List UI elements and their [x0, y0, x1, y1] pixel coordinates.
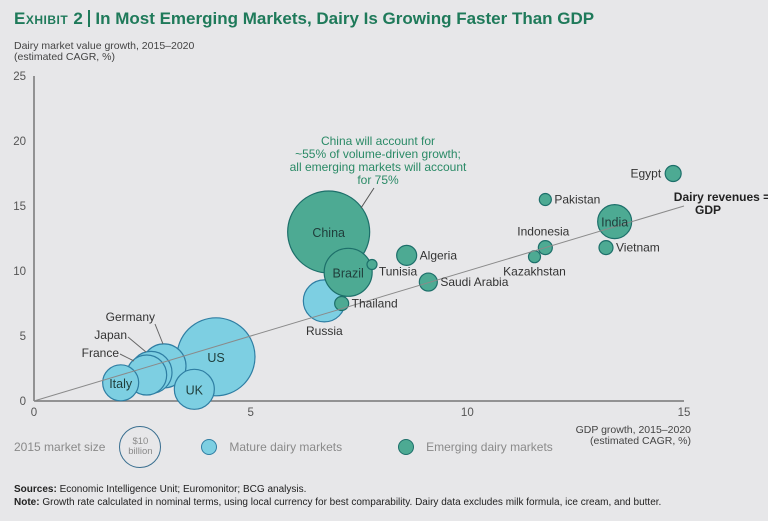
bubble-saudi-arabia: [418, 272, 438, 292]
bubble-egypt: [664, 164, 682, 183]
legend-size-unit: billion: [128, 446, 153, 457]
bubble-label-russia: Russia: [306, 324, 343, 338]
x-tick-label: 0: [31, 407, 37, 419]
annotation-line: ~55% of volume-driven growth;: [295, 147, 461, 161]
axes: 0 5 10 15 20 25 0 5 10 15: [13, 71, 690, 419]
y-tick-label: 5: [20, 331, 26, 343]
leader-line: [154, 323, 164, 345]
bubble-label-italy: Italy: [109, 377, 133, 391]
bubble-label-uk: UK: [186, 383, 204, 397]
y-tick-label: 15: [13, 201, 26, 213]
leader-line: [119, 353, 135, 362]
legend-size-label: 2015 market size: [14, 440, 106, 454]
bubbles: [102, 164, 682, 410]
bubble-label-france: France: [82, 346, 120, 360]
bubble-label-us: US: [207, 351, 224, 365]
bubble-label-kazakhstan: Kazakhstan: [503, 265, 566, 279]
sources-text: Economic Intelligence Unit; Euromonitor;…: [56, 484, 307, 495]
china-annotation: China will account for~55% of volume-dri…: [290, 134, 467, 209]
bubble-label-pakistan: Pakistan: [554, 193, 600, 207]
exhibit-title: Exhibit 2 In Most Emerging Markets, Dairy…: [14, 9, 594, 29]
annotation-line: China will account for: [321, 134, 435, 148]
bubble-label-tunisia: Tunisia: [379, 265, 418, 279]
reference-line-label: Dairy revenues =: [674, 190, 768, 204]
bubble-pakistan: [538, 192, 552, 207]
bubble-label-indonesia: Indonesia: [517, 225, 569, 239]
note-line: Note: Growth rate calculated in nominal …: [14, 496, 661, 509]
x-axis-label-line1: GDP growth, 2015–2020: [575, 424, 691, 436]
footer: Sources: Economic Intelligence Unit; Eur…: [14, 483, 661, 509]
legend: 2015 market size $10 billion Mature dair…: [14, 426, 553, 468]
y-tick-label: 0: [20, 396, 26, 408]
bubble-brazil: [323, 247, 373, 297]
sources-line: Sources: Economic Intelligence Unit; Eur…: [14, 483, 661, 496]
y-tick-label: 20: [13, 136, 26, 148]
legend-size-value: $10: [132, 436, 149, 447]
x-axis-label: GDP growth, 2015–2020 (estimated CAGR, %…: [576, 425, 691, 447]
annotation-leader-line: [360, 187, 375, 209]
bubble-algeria: [396, 244, 418, 266]
x-tick-label: 5: [247, 407, 253, 419]
y-tick-label: 10: [13, 266, 26, 278]
bubble-italy: [102, 364, 140, 402]
bubble-label-germany: Germany: [106, 310, 155, 324]
bubble-label-saudi-arabia: Saudi Arabia: [440, 275, 508, 289]
bubble-label-egypt: Egypt: [630, 167, 661, 181]
bubble-label-algeria: Algeria: [420, 248, 458, 262]
legend-size-circle: $10 billion: [119, 426, 162, 468]
x-tick-label: 10: [461, 407, 474, 419]
legend-mature-label: Mature dairy markets: [229, 440, 343, 454]
legend-mature-swatch: [201, 439, 218, 455]
exhibit-number: Exhibit 2: [14, 9, 84, 28]
note-text: Growth rate calculated in nominal terms,…: [39, 497, 662, 508]
annotation-line: for 75%: [357, 173, 399, 187]
y-axis-label-line1: Dairy market value growth, 2015–2020: [14, 40, 195, 52]
legend-emerging-swatch: [398, 439, 415, 455]
note-label: Note:: [14, 497, 40, 508]
reference-line-label: GDP: [695, 203, 721, 217]
x-tick-label: 15: [678, 407, 691, 419]
bubble-label-thailand: Thailand: [352, 297, 398, 311]
y-tick-label: 25: [13, 71, 26, 83]
bubble-label-india: India: [601, 216, 628, 230]
bubble-tunisia: [366, 258, 378, 271]
leader-line: [127, 336, 147, 353]
bubble-label-china: China: [312, 226, 345, 240]
bubble-label-brazil: Brazil: [333, 266, 364, 280]
bubble-thailand: [334, 295, 350, 312]
legend-emerging-label: Emerging dairy markets: [426, 440, 553, 454]
y-axis-label-line2: (estimated CAGR, %): [14, 51, 115, 63]
bubble-vietnam: [598, 240, 614, 256]
y-axis-label: Dairy market value growth, 2015–2020 (es…: [14, 41, 194, 63]
reference-line: [33, 205, 685, 402]
sources-label: Sources:: [14, 484, 57, 495]
x-axis-label-line2: (estimated CAGR, %): [590, 435, 691, 447]
reference-line-group: Dairy revenues =GDP: [33, 190, 768, 402]
bubble-label-japan: Japan: [94, 328, 127, 342]
bubble-label-vietnam: Vietnam: [616, 241, 660, 255]
annotation-line: all emerging markets will account: [290, 160, 467, 174]
exhibit-title-text: In Most Emerging Markets, Dairy Is Growi…: [95, 9, 595, 28]
title-separator: [88, 10, 91, 27]
bubble-uk: [173, 368, 215, 410]
bubble-labels: Japan France Germany Italy US UK Russia China Br…: [82, 167, 662, 398]
